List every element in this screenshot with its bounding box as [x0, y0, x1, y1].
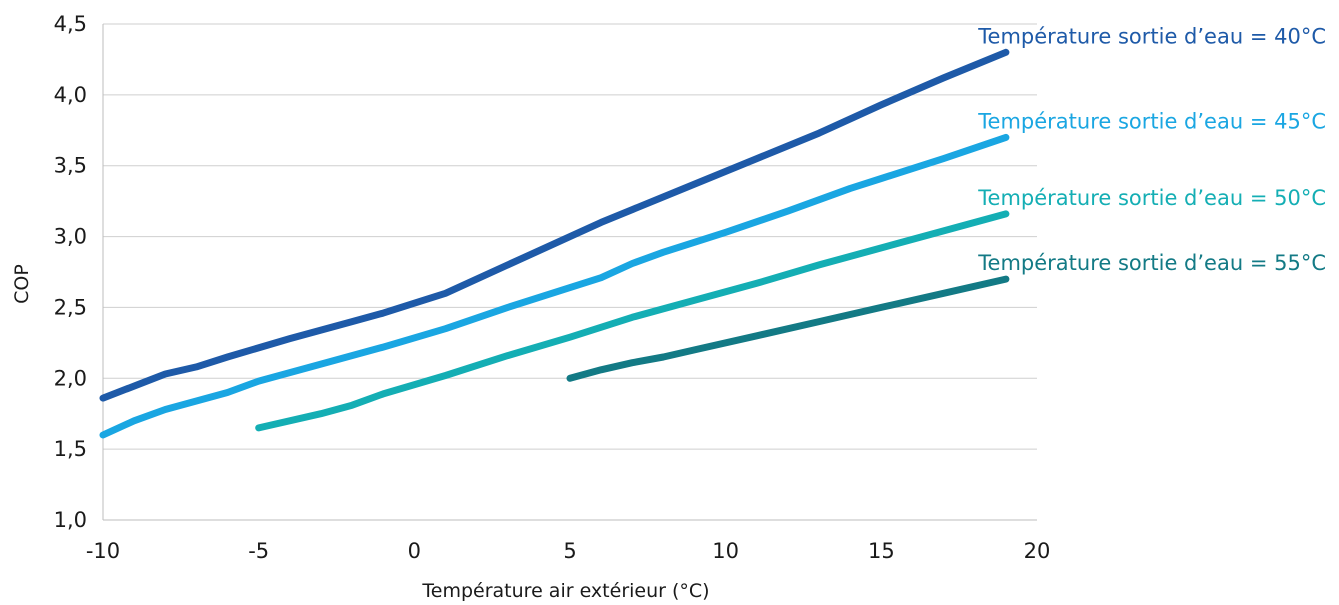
y-tick-label: 3,5: [54, 154, 87, 178]
y-tick-label: 3,0: [54, 225, 87, 249]
x-tick-label: 10: [712, 539, 739, 563]
x-axis-title: Température air extérieur (°C): [421, 580, 709, 602]
y-tick-label: 2,5: [54, 295, 87, 319]
series-label: Température sortie d’eau = 50°C: [977, 186, 1326, 210]
series-lines: [99, 48, 1010, 439]
series-label: Température sortie d’eau = 55°C: [977, 251, 1326, 275]
y-tick-label: 4,5: [54, 12, 87, 36]
axes: 1,0 1,5 2,0 2,5 3,0 3,5 4,0 4,5 -10 -5 0 5 10 15 20: [54, 12, 1051, 563]
y-tick-label: 2,0: [54, 366, 87, 390]
y-tick-label: 4,0: [54, 83, 87, 107]
x-tick-label: -10: [86, 539, 120, 563]
x-tick-label: 0: [408, 539, 421, 563]
x-tick-label: 5: [563, 539, 576, 563]
x-tick-label: 20: [1024, 539, 1051, 563]
y-axis-title: COP: [11, 264, 33, 304]
series-labels: Température sortie d’eau = 40°C Températu…: [977, 24, 1326, 275]
series-line: [255, 210, 1010, 432]
series-label: Température sortie d’eau = 40°C: [977, 24, 1326, 48]
series-line: [566, 275, 1010, 382]
y-tick-label: 1,5: [54, 437, 87, 461]
series-label: Température sortie d’eau = 45°C: [977, 109, 1326, 133]
x-tick-label: 15: [868, 539, 895, 563]
y-tick-label: 1,0: [54, 508, 87, 532]
x-tick-label: -5: [248, 539, 269, 563]
series-line: [99, 133, 1010, 439]
series-line: [99, 48, 1010, 402]
